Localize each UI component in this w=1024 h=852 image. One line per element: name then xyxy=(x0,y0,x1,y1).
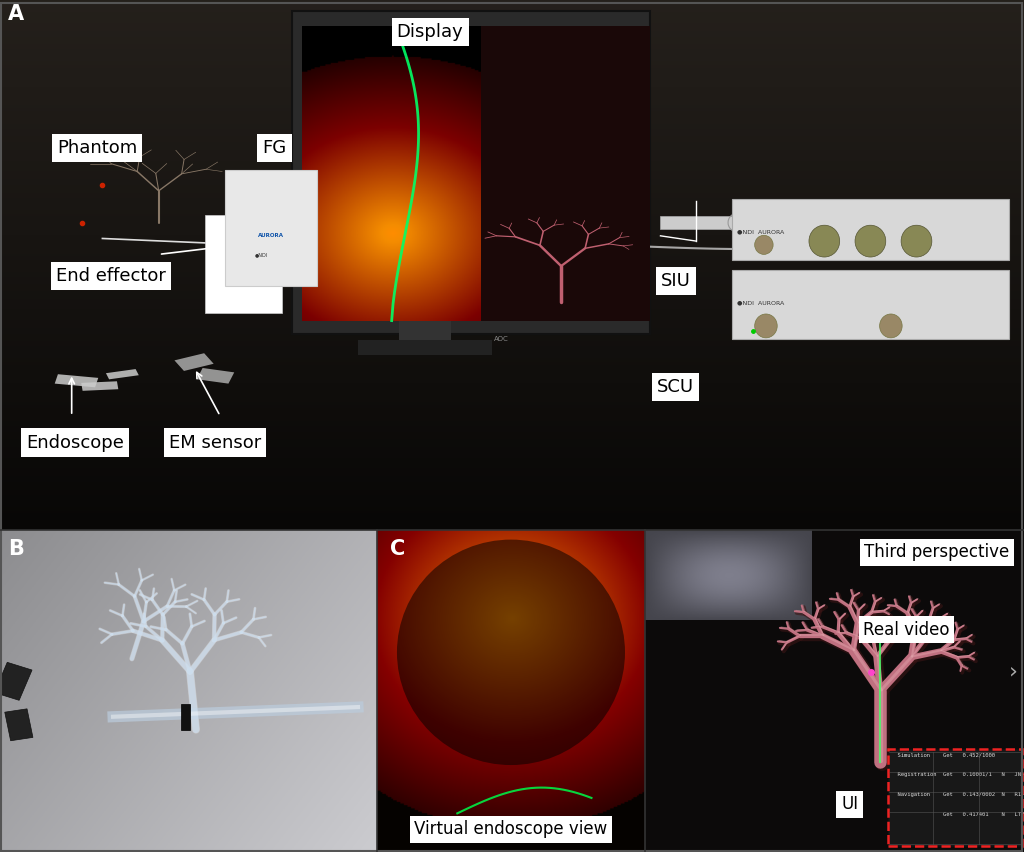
FancyArrow shape xyxy=(197,368,234,383)
Bar xyxy=(645,530,812,620)
Text: B: B xyxy=(8,539,25,559)
Ellipse shape xyxy=(755,235,773,255)
Bar xyxy=(399,215,461,313)
Text: ●NDI: ●NDI xyxy=(255,252,267,256)
FancyArrow shape xyxy=(81,382,119,391)
Text: C: C xyxy=(390,539,404,559)
FancyArrow shape xyxy=(660,216,988,229)
Ellipse shape xyxy=(901,225,932,257)
Text: Third perspective: Third perspective xyxy=(864,544,1010,561)
Text: Display: Display xyxy=(396,23,464,41)
Bar xyxy=(732,270,1009,339)
Ellipse shape xyxy=(755,314,777,338)
Text: Navigation    Get   0.143/0002  N   R1-002    About EM Data: Navigation Get 0.143/0002 N R1-002 About… xyxy=(891,792,1024,797)
Text: End effector: End effector xyxy=(55,267,166,285)
Bar xyxy=(5,709,33,740)
Ellipse shape xyxy=(809,225,840,257)
Text: Endoscope: Endoscope xyxy=(26,434,124,452)
Bar xyxy=(888,749,1022,845)
Text: Phantom: Phantom xyxy=(57,140,137,158)
Text: AURORA: AURORA xyxy=(258,233,285,239)
Text: UI: UI xyxy=(841,795,858,814)
Text: ›: › xyxy=(1010,662,1018,682)
Text: ●NDI  AURORA: ●NDI AURORA xyxy=(737,301,784,306)
FancyArrow shape xyxy=(105,369,139,379)
Text: Real video: Real video xyxy=(863,621,950,639)
Bar xyxy=(481,26,650,320)
Text: FG: FG xyxy=(262,140,287,158)
Bar xyxy=(358,340,492,355)
Text: Get   0.417401    N   LTF-114               End: Get 0.417401 N LTF-114 End xyxy=(891,812,1024,817)
Bar xyxy=(292,10,650,334)
Bar xyxy=(732,199,1009,260)
Text: AOC: AOC xyxy=(495,337,509,343)
Text: Simulation    Get   0.452/1000              Camera  Save  Close: Simulation Get 0.452/1000 Camera Save Cl… xyxy=(891,752,1024,757)
Bar xyxy=(181,704,190,729)
Text: ●NDI  AURORA: ●NDI AURORA xyxy=(737,229,784,234)
Text: SIU: SIU xyxy=(660,272,691,290)
Bar xyxy=(225,170,317,286)
Bar xyxy=(205,215,282,313)
Ellipse shape xyxy=(880,314,902,338)
Text: EM sensor: EM sensor xyxy=(169,434,261,452)
Ellipse shape xyxy=(855,225,886,257)
Bar xyxy=(399,318,451,344)
Text: Virtual endoscope view: Virtual endoscope view xyxy=(415,820,607,838)
FancyArrow shape xyxy=(174,354,214,371)
Ellipse shape xyxy=(397,539,625,765)
FancyArrow shape xyxy=(54,374,98,388)
Text: SCU: SCU xyxy=(657,377,694,396)
Text: Registration  Get   0.10001/1   N   JN-107          Load Path: Registration Get 0.10001/1 N JN-107 Load… xyxy=(891,772,1024,777)
Bar xyxy=(0,662,32,700)
Text: A: A xyxy=(8,4,25,24)
